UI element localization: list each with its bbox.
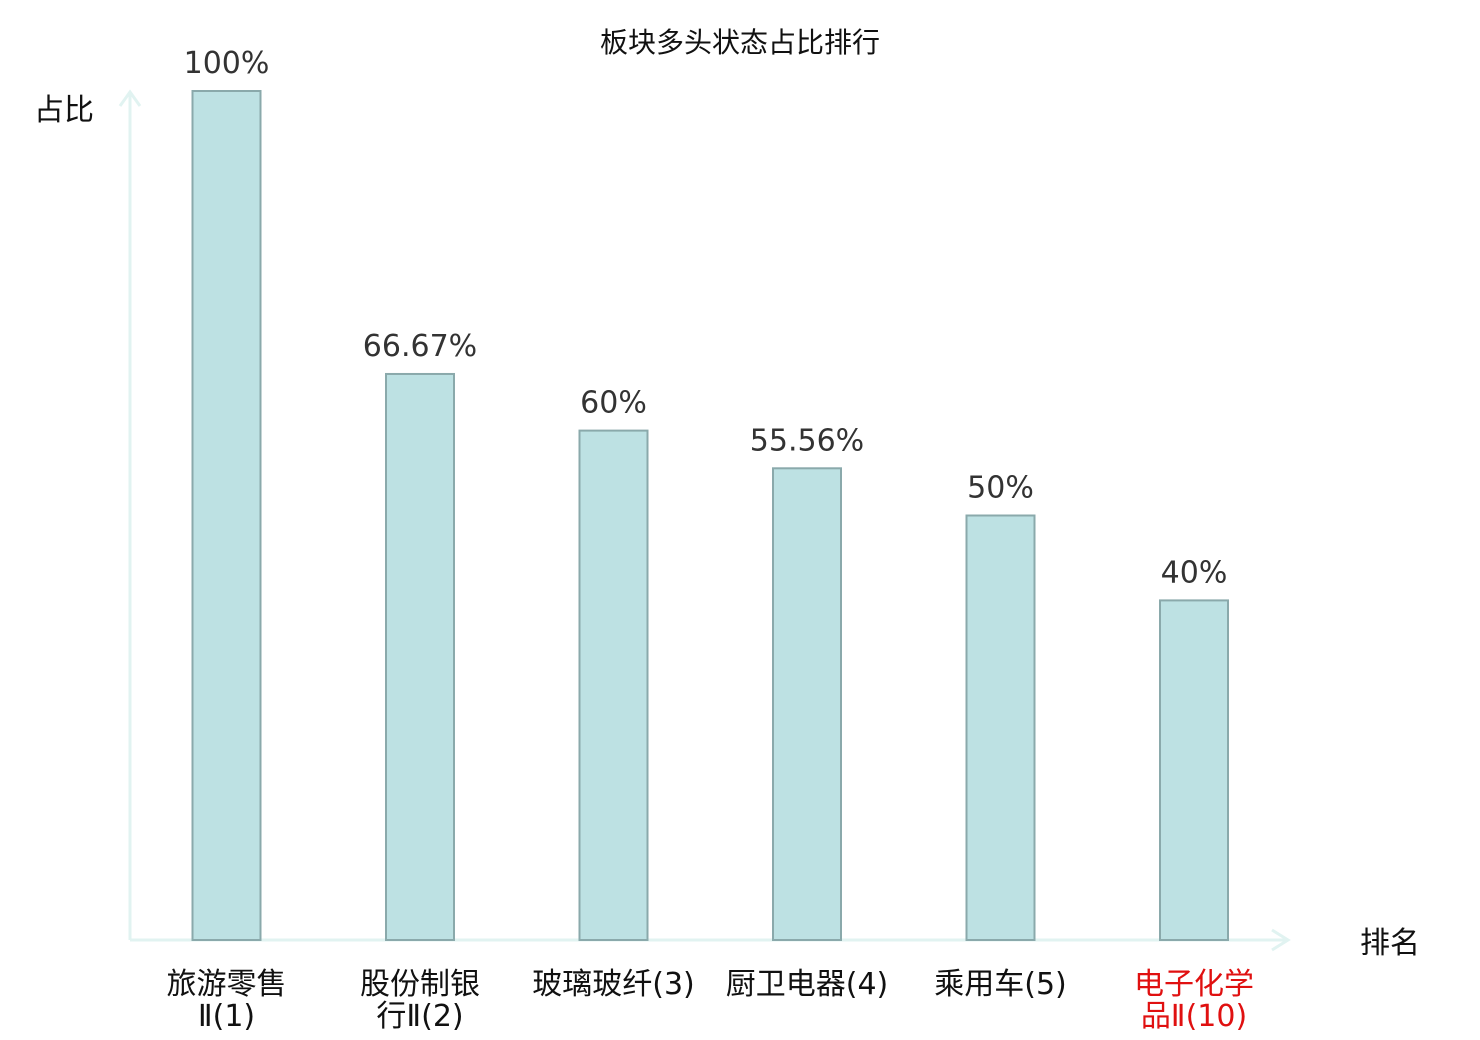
bar-6 [1159,599,1229,942]
x-axis-label: 排名 [1360,926,1420,961]
chart-title: 板块多头状态占比排行 [600,26,880,59]
bar-1 [191,90,262,941]
value-label-2: 66.67% [363,329,477,364]
category-label-2: 股份制银行Ⅱ(2) [360,967,480,1034]
y-axis-label: 占比 [34,93,94,128]
category-label-1: 旅游零售 Ⅱ(1) [167,967,287,1034]
value-label-5: 50% [967,471,1034,506]
value-label-6: 40% [1161,555,1228,590]
value-label-1: 100% [184,46,270,81]
axes [118,89,1291,952]
category-label-5: 乘用车(5) [934,967,1067,1002]
value-label-4: 55.56% [750,423,864,458]
value-labels: 100% 66.67% 60% 55.56% 50% 40% [184,46,1228,590]
y-axis-arrow-icon [118,89,142,107]
bar-3 [578,429,649,941]
bar-2 [385,372,455,942]
x-axis-arrow-icon [1271,928,1291,952]
category-label-4: 厨卫电器(4) [726,967,889,1002]
category-labels: 旅游零售 Ⅱ(1) 股份制银行Ⅱ(2) 玻璃玻纤(3) 厨卫电器(4) 乘用车(5) 电子化… [167,967,1255,1034]
value-label-3: 60% [580,386,647,421]
bars [191,90,1229,942]
category-label-6: 电子化学品Ⅱ(10) [1134,967,1254,1034]
category-label-3: 玻璃玻纤(3) [532,967,695,1002]
bar-5 [965,514,1036,941]
bar-4 [772,467,842,941]
